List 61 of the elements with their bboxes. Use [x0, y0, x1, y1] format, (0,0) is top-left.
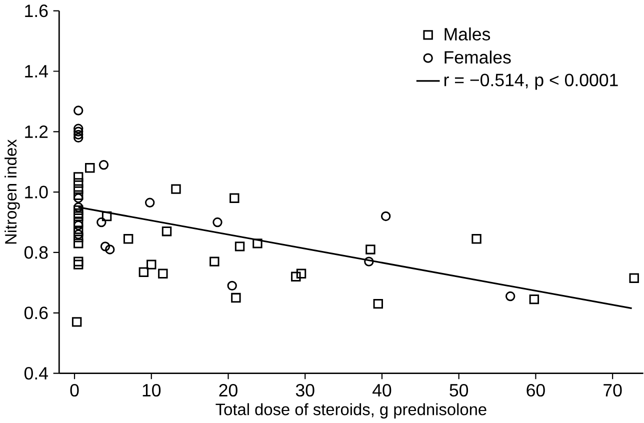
point [74, 226, 84, 236]
point [74, 124, 84, 134]
point [98, 160, 109, 170]
point [100, 242, 110, 252]
point [74, 184, 84, 194]
point [252, 238, 262, 248]
y-tick-label: 1.4 [25, 65, 48, 78]
point [212, 217, 222, 228]
point [74, 132, 84, 143]
y-tick-label: 1.0 [25, 186, 48, 198]
y-axis-title: Nitrogen index [4, 139, 20, 244]
point [74, 232, 84, 242]
y-tick-label: 0.8 [24, 246, 48, 259]
point [138, 267, 149, 277]
point [74, 172, 84, 182]
x-tick-label: 40 [372, 384, 392, 397]
y-tick-label: 1.2 [25, 125, 48, 138]
point [146, 260, 156, 270]
point [373, 298, 383, 309]
point [291, 272, 301, 282]
point [72, 317, 82, 327]
point [230, 193, 240, 203]
point [366, 244, 376, 254]
point [105, 244, 115, 254]
point [162, 226, 172, 236]
point [380, 211, 391, 222]
point [505, 291, 516, 302]
x-tick-label: 10 [142, 384, 161, 397]
x-tick-label: 50 [450, 384, 468, 397]
point [85, 163, 95, 173]
point [158, 268, 168, 278]
y-tick-label: 1.6 [25, 4, 48, 18]
point [629, 273, 639, 283]
point [74, 238, 84, 248]
point [74, 190, 84, 200]
legend-label: Males [444, 27, 490, 40]
x-tick-label: 60 [526, 384, 545, 397]
point [210, 256, 220, 266]
point [171, 184, 181, 194]
point [74, 260, 84, 270]
y-tick-label: 0.4 [24, 366, 48, 380]
x-tick-label: 0 [70, 384, 79, 397]
point [364, 256, 374, 266]
x-tick-label: 30 [296, 384, 314, 397]
x-tick-label: 20 [219, 384, 238, 397]
point [74, 256, 84, 266]
point [123, 234, 134, 244]
point [529, 294, 540, 304]
x-axis-title: Total dose of steroids, g prednisolone [216, 403, 486, 418]
point [74, 178, 84, 188]
point [234, 242, 245, 252]
point [144, 198, 155, 208]
legend-label: r = −0.514, p < 0.0001 [444, 74, 618, 90]
x-tick-label: 70 [604, 384, 622, 397]
point [227, 280, 237, 291]
point [296, 268, 306, 278]
point [74, 106, 84, 116]
y-tick-label: 0.6 [24, 306, 48, 320]
point [472, 234, 482, 244]
point [231, 292, 241, 303]
legend-label: Females [444, 50, 511, 64]
